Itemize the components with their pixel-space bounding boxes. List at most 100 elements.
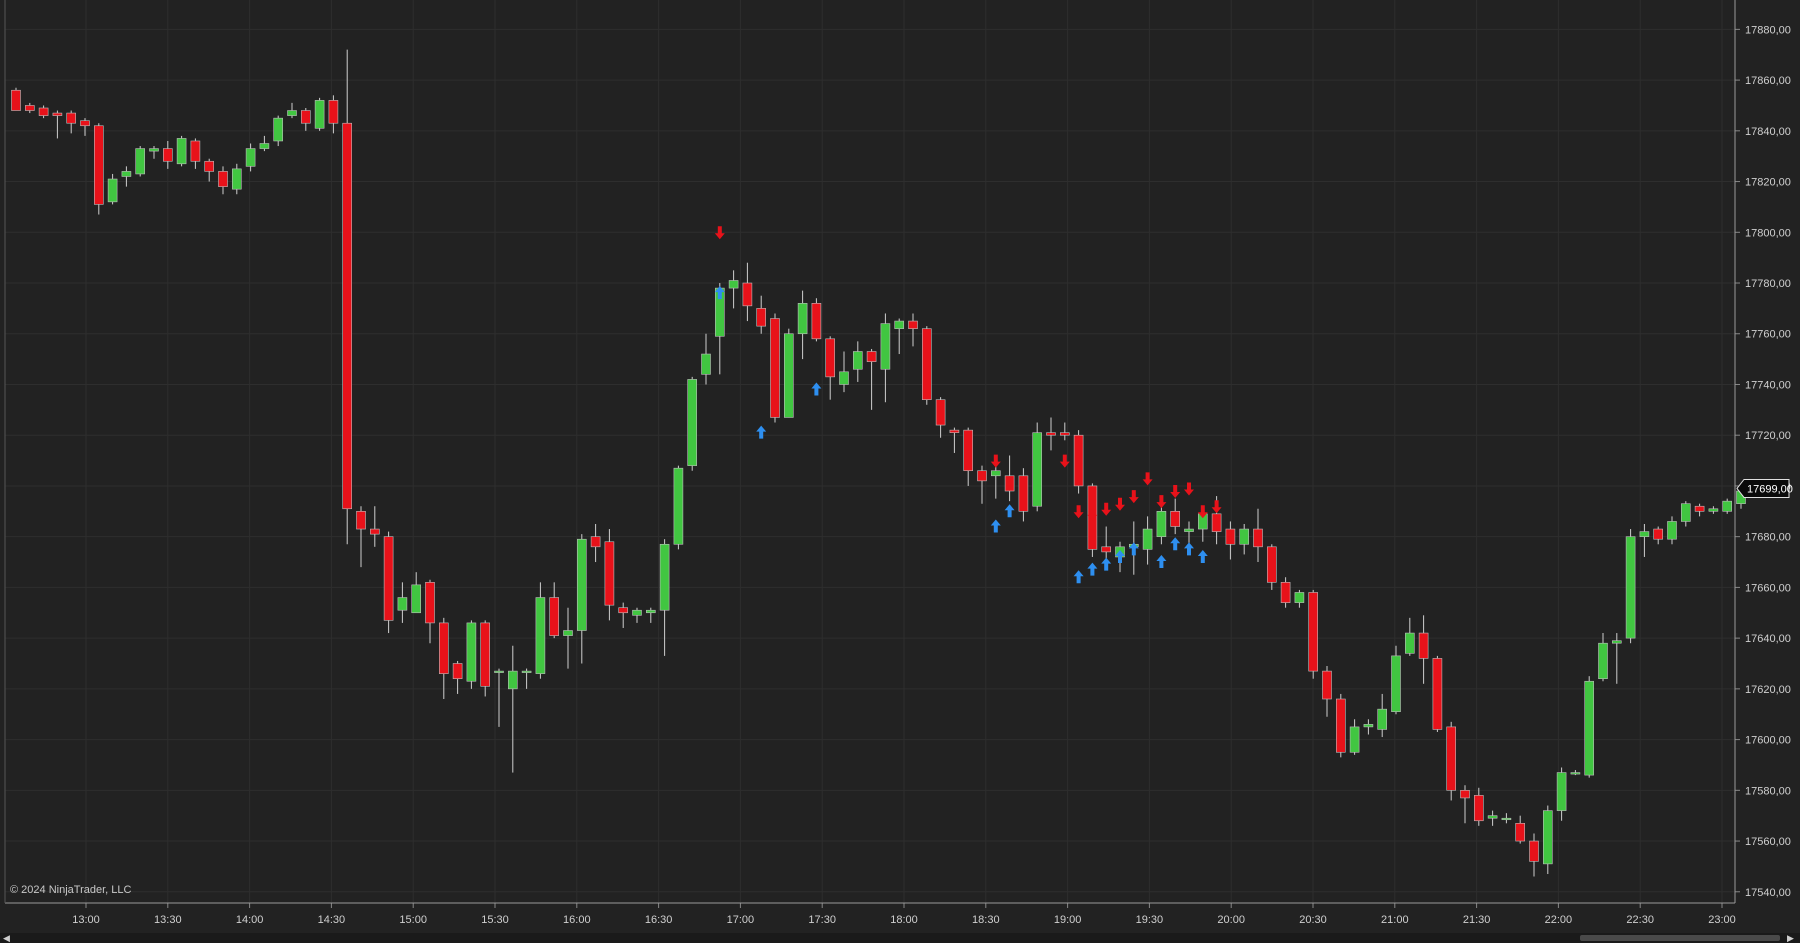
candle-down xyxy=(163,148,173,162)
candle-up xyxy=(1543,810,1553,865)
candle-down xyxy=(742,282,753,307)
candle-up xyxy=(107,178,118,203)
candle-up xyxy=(728,280,739,289)
candle-down xyxy=(604,541,615,606)
candle-up xyxy=(135,148,145,175)
x-tick-label: 13:00 xyxy=(72,914,100,926)
candle-up xyxy=(1487,815,1498,819)
candle-up xyxy=(687,379,698,466)
candle-down xyxy=(80,120,90,127)
y-tick-label: 17740,00 xyxy=(1745,379,1791,391)
buy-arrow-icon xyxy=(811,382,822,396)
candle-up xyxy=(783,333,794,418)
candle-up xyxy=(1184,528,1194,532)
y-tick-label: 17820,00 xyxy=(1745,177,1791,189)
candle-down xyxy=(11,89,21,111)
candle-up xyxy=(701,353,711,375)
candle-up xyxy=(245,148,256,167)
candle-down xyxy=(1101,546,1111,553)
candle-down xyxy=(425,582,435,624)
candle-up xyxy=(411,584,422,614)
candle-up xyxy=(659,543,670,611)
buy-arrow-icon xyxy=(1197,549,1208,563)
candle-down xyxy=(38,107,49,116)
candle-down xyxy=(1336,698,1346,753)
candle-up xyxy=(1032,432,1042,507)
x-tick-label: 23:00 xyxy=(1708,914,1736,926)
sell-arrow-icon xyxy=(1073,505,1084,519)
candle-up xyxy=(1681,503,1691,522)
candle-up xyxy=(1142,528,1153,550)
candle-down xyxy=(342,122,353,510)
candle-up xyxy=(563,630,573,636)
buy-arrow-icon xyxy=(1073,570,1084,584)
x-tick-label: 18:30 xyxy=(972,914,1000,926)
y-tick-label: 17600,00 xyxy=(1745,735,1791,747)
buy-arrow-icon xyxy=(714,286,725,300)
x-tick-label: 20:00 xyxy=(1217,914,1245,926)
candle-down xyxy=(1253,528,1263,548)
y-tick-label: 17580,00 xyxy=(1745,785,1791,797)
sell-arrow-icon xyxy=(1101,502,1112,516)
candle-down xyxy=(618,607,629,614)
candle-up xyxy=(645,609,656,614)
candle-up xyxy=(839,371,849,385)
candle-down xyxy=(1529,840,1539,862)
y-tick-label: 17660,00 xyxy=(1745,582,1791,594)
candle-down xyxy=(204,160,214,172)
sell-arrow-icon xyxy=(1142,472,1153,486)
candle-down xyxy=(438,622,449,674)
candle-down xyxy=(66,112,76,124)
buy-arrow-icon xyxy=(756,425,767,439)
candle-down xyxy=(770,318,780,418)
candle-up xyxy=(576,538,587,631)
candle-up xyxy=(397,597,408,611)
sell-arrow-icon xyxy=(990,454,1001,468)
scroll-left-icon[interactable]: ◀ xyxy=(3,933,10,943)
candle-down xyxy=(866,351,877,362)
candle-up xyxy=(121,171,132,177)
candle-down xyxy=(1046,432,1056,436)
candle-up xyxy=(632,609,642,616)
candle-down xyxy=(218,171,228,187)
candle-up xyxy=(1722,500,1732,512)
candle-up xyxy=(1570,772,1581,775)
sell-arrow-icon xyxy=(1170,485,1181,499)
horizontal-scrollbar[interactable]: ◀ ▶ xyxy=(0,933,1800,943)
candle-up xyxy=(1612,640,1622,644)
copyright-text: © 2024 NinjaTrader, LLC xyxy=(10,884,132,896)
x-tick-label: 18:00 xyxy=(890,914,918,926)
candle-down xyxy=(190,140,201,162)
y-tick-label: 17720,00 xyxy=(1745,430,1791,442)
candle-up xyxy=(1639,531,1650,537)
sell-arrow-icon xyxy=(1156,495,1167,509)
sell-arrow-icon xyxy=(1115,497,1125,511)
buy-arrow-icon xyxy=(1115,549,1125,563)
candle-up xyxy=(797,303,808,335)
candle-up xyxy=(990,470,1001,477)
x-tick-label: 16:30 xyxy=(645,914,673,926)
y-tick-label: 17840,00 xyxy=(1745,126,1791,138)
sell-arrow-icon xyxy=(714,226,725,240)
candle-up xyxy=(149,148,159,152)
candle-up xyxy=(507,670,518,690)
candle-up xyxy=(1405,632,1415,654)
y-tick-label: 17560,00 xyxy=(1745,836,1791,848)
candle-up xyxy=(880,323,891,370)
candle-up xyxy=(535,597,546,674)
candle-down xyxy=(383,536,394,621)
candle-down xyxy=(1267,546,1277,583)
x-tick-label: 21:30 xyxy=(1463,914,1491,926)
scroll-right-icon[interactable]: ▶ xyxy=(1787,933,1794,943)
candle-up xyxy=(1625,536,1636,639)
candle-up xyxy=(673,467,684,545)
candle-down xyxy=(1211,513,1222,532)
x-tick-label: 14:00 xyxy=(236,914,264,926)
candle-down xyxy=(935,399,946,426)
candle-down xyxy=(356,511,366,530)
sell-arrow-icon xyxy=(1184,482,1194,496)
scroll-thumb[interactable] xyxy=(1580,935,1780,941)
